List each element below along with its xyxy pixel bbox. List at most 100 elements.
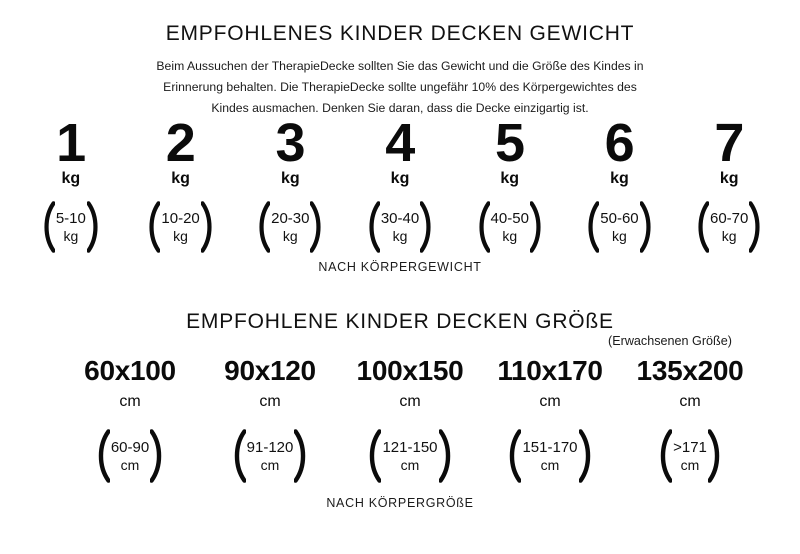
left-parenthesis-icon xyxy=(475,201,490,253)
weight-column: 3 kg 20-30 kg xyxy=(235,113,345,253)
range-body: 5-10 kg xyxy=(55,210,87,245)
range-value: 20-30 xyxy=(271,209,310,227)
adult-size-note: (Erwachsenen Größe) xyxy=(608,334,732,348)
size-column: 110x170 cm 151-170 cm xyxy=(480,356,620,483)
size-section-title: EMPFOHLENE KINDER DECKEN GRÖßE xyxy=(186,310,614,333)
blanket-weight-unit: kg xyxy=(61,170,81,187)
blanket-weight-value: 5 xyxy=(494,113,525,173)
left-parenthesis-icon xyxy=(694,201,709,253)
blanket-weight-value: 6 xyxy=(604,113,635,173)
range-value: 5-10 xyxy=(55,209,86,227)
range-value: 121-150 xyxy=(382,438,438,456)
range-body: 121-150 cm xyxy=(381,439,438,474)
weight-column: 6 kg 50-60 kg xyxy=(565,113,675,253)
weight-column: 7 kg 60-70 kg xyxy=(674,116,784,253)
weight-section-caption: NACH KÖRPERGEWICHT xyxy=(318,260,482,274)
left-parenthesis-icon xyxy=(505,429,522,483)
range-bracket: 10-20 kg xyxy=(145,201,215,253)
size-section-caption: NACH KÖRPERGRÖßE xyxy=(326,496,474,510)
left-parenthesis-icon xyxy=(365,429,382,483)
range-value: 151-170 xyxy=(522,438,578,456)
range-body: 30-40 kg xyxy=(380,210,420,245)
range-unit-label: cm xyxy=(680,456,700,473)
size-column: 90x120 cm 91-120 cm xyxy=(200,356,340,483)
left-parenthesis-icon xyxy=(255,201,271,253)
range-bracket: 5-10 kg xyxy=(40,201,102,253)
range-bracket: 60-70 kg xyxy=(694,201,764,253)
range-unit-label: kg xyxy=(612,227,627,244)
weight-columns: 1 kg 5-10 kg 2 kg 10-20 kg 3 kg 20-30 kg 4 kg 3… xyxy=(16,113,784,253)
size-column: 60x100 cm 60-90 cm xyxy=(60,356,200,483)
blanket-size-unit: cm xyxy=(539,393,561,410)
range-body: 91-120 cm xyxy=(246,439,295,474)
size-column: 100x150 cm 121-150 cm xyxy=(340,356,480,483)
left-parenthesis-icon xyxy=(230,429,246,483)
range-value: 91-120 xyxy=(246,438,294,456)
range-body: 10-20 kg xyxy=(160,210,200,245)
left-parenthesis-icon xyxy=(656,429,673,483)
range-bracket: 151-170 cm xyxy=(505,429,594,483)
range-unit-label: kg xyxy=(173,227,188,244)
size-column: 135x200 cm >171 cm xyxy=(620,356,760,483)
right-parenthesis-icon xyxy=(707,429,724,483)
weight-column: 5 kg 40-50 kg xyxy=(455,113,565,253)
right-parenthesis-icon xyxy=(86,201,102,253)
blanket-size-value: 60x100 xyxy=(84,355,176,386)
range-unit-label: cm xyxy=(120,456,140,473)
left-parenthesis-icon xyxy=(40,201,55,253)
range-value: 60-90 xyxy=(110,438,150,456)
range-value: 10-20 xyxy=(161,209,200,227)
range-unit-label: kg xyxy=(282,227,298,244)
blanket-size-unit: cm xyxy=(119,393,141,410)
range-unit-label: cm xyxy=(260,456,280,473)
weight-section-title: EMPFOHLENES KINDER DECKEN GEWICHT xyxy=(165,22,635,45)
range-bracket: 91-120 cm xyxy=(230,429,311,483)
weight-column: 2 kg 10-20 kg xyxy=(126,113,236,253)
blanket-size-unit: cm xyxy=(679,393,701,410)
blanket-size-unit: cm xyxy=(259,393,281,410)
blanket-weight-value: 3 xyxy=(275,113,306,173)
blanket-weight-unit: kg xyxy=(500,170,520,187)
right-parenthesis-icon xyxy=(749,201,764,253)
blanket-weight-unit: kg xyxy=(390,170,410,187)
blanket-size-value: 110x170 xyxy=(497,355,603,386)
range-body: 60-70 kg xyxy=(709,210,749,245)
range-bracket: 40-50 kg xyxy=(475,201,545,253)
blanket-weight-unit: kg xyxy=(280,170,300,187)
range-bracket: 60-90 cm xyxy=(94,429,166,483)
range-body: 40-50 kg xyxy=(490,210,530,245)
blanket-weight-unit: kg xyxy=(719,170,739,187)
blanket-size-value: 100x150 xyxy=(356,355,464,386)
range-bracket: 30-40 kg xyxy=(365,201,435,253)
right-parenthesis-icon xyxy=(529,201,545,253)
blanket-size-value: 135x200 xyxy=(636,355,744,386)
blanket-weight-value: 4 xyxy=(385,113,415,173)
range-body: 60-90 cm xyxy=(110,439,150,474)
blanket-weight-unit: kg xyxy=(171,170,190,187)
range-unit-label: kg xyxy=(392,227,408,244)
range-value: 50-60 xyxy=(600,209,639,227)
blanket-size-value: 90x120 xyxy=(224,355,316,386)
range-bracket: 50-60 kg xyxy=(584,201,654,253)
range-unit-label: kg xyxy=(502,227,518,244)
range-unit-label: kg xyxy=(721,227,737,244)
range-value: 40-50 xyxy=(490,209,529,227)
right-parenthesis-icon xyxy=(150,429,166,483)
range-value: 60-70 xyxy=(709,209,749,227)
left-parenthesis-icon xyxy=(584,201,600,253)
blanket-weight-value: 2 xyxy=(165,113,196,173)
size-columns: 60x100 cm 60-90 cm 90x120 cm 91-120 cm 100x1… xyxy=(60,356,760,483)
range-body: 50-60 kg xyxy=(599,210,639,245)
right-parenthesis-icon xyxy=(310,201,325,253)
left-parenthesis-icon xyxy=(145,201,161,253)
range-unit-label: cm xyxy=(400,456,420,473)
range-value: >171 xyxy=(673,438,707,456)
right-parenthesis-icon xyxy=(200,201,216,253)
weight-section-subtitle: Beim Aussuchen der TherapieDecke sollten… xyxy=(156,59,644,115)
range-value: 30-40 xyxy=(380,209,420,227)
weight-column: 4 kg 30-40 kg xyxy=(345,113,455,253)
left-parenthesis-icon xyxy=(94,429,110,483)
weight-column: 1 kg 5-10 kg xyxy=(16,116,126,253)
range-body: 20-30 kg xyxy=(270,210,310,245)
